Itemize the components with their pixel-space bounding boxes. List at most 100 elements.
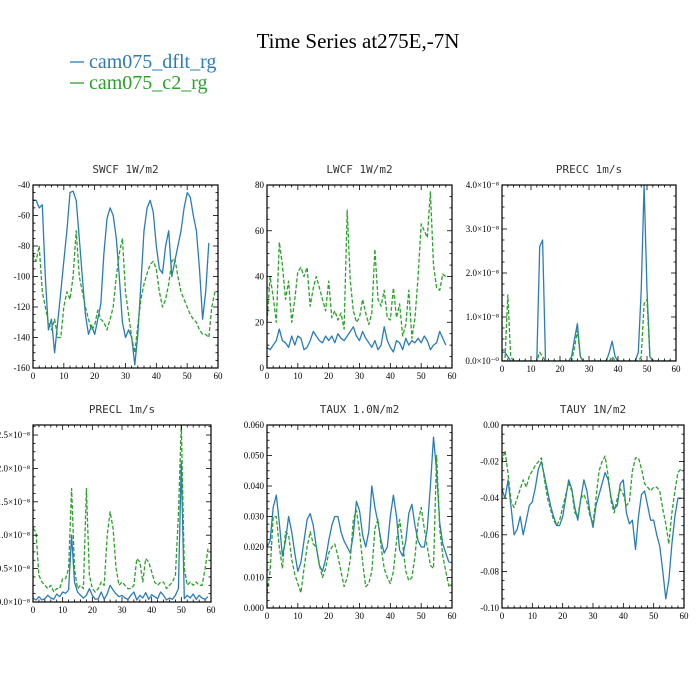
x-tick-label: 10 [59, 371, 69, 381]
legend-label-0: cam075_dflt_rg [89, 51, 216, 73]
y-tick-label: 0.050 [244, 451, 265, 461]
x-tick-label: 0 [31, 605, 36, 615]
x-tick-label: 60 [448, 611, 458, 621]
y-tick-label: 0.5×10⁻⁸ [0, 564, 30, 574]
x-tick-label: 50 [643, 364, 653, 374]
y-tick-label: -0.10 [480, 603, 499, 613]
legend-label-1: cam075_c2_rg [89, 72, 208, 94]
plot-frame [32, 184, 219, 369]
y-tick-label: -120 [14, 302, 31, 312]
series-line-c2 [33, 230, 216, 354]
series-line-dflt [267, 436, 450, 573]
x-tick-label: 40 [152, 371, 162, 381]
x-tick-label: 30 [118, 605, 128, 615]
panel-title: LWCF 1W/m2 [326, 163, 392, 176]
series-line-c2 [502, 449, 682, 545]
x-tick-label: 10 [528, 611, 538, 621]
y-tick-label: -60 [18, 211, 30, 221]
y-tick-label: -0.08 [480, 566, 499, 576]
y-tick-label: 3.0×10⁻⁸ [466, 224, 499, 234]
y-tick-label: -0.04 [480, 493, 499, 503]
series-line-dflt [33, 190, 210, 366]
x-tick-label: 60 [448, 371, 458, 381]
x-tick-label: 50 [649, 611, 659, 621]
x-tick-label: 20 [556, 364, 566, 374]
series-line-c2 [502, 294, 676, 361]
x-tick-label: 0 [31, 371, 36, 381]
plot-frame [501, 184, 677, 362]
y-tick-label: 4.0×10⁻⁸ [466, 180, 499, 190]
y-tick-label: 1.0×10⁻⁸ [0, 530, 30, 540]
x-tick-label: 20 [558, 611, 568, 621]
y-tick-label: 60 [255, 226, 265, 236]
x-tick-label: 50 [417, 611, 427, 621]
y-tick-label: -40 [18, 180, 30, 190]
series-line-dflt [502, 460, 681, 600]
series-line-c2 [267, 191, 447, 339]
panels: SWCF 1W/m2 0 10 20 30 40 50 60 -160 -140 -120 -100 -… [0, 163, 689, 621]
y-tick-label: -80 [18, 241, 30, 251]
series-line-c2 [267, 454, 450, 594]
x-tick-label: 0 [265, 611, 270, 621]
x-tick-label: 60 [207, 605, 217, 615]
y-tick-label: 0.010 [244, 573, 265, 583]
x-tick-label: 60 [214, 371, 224, 381]
x-tick-label: 60 [672, 364, 682, 374]
panel-title: SWCF 1W/m2 [92, 163, 158, 176]
x-tick-label: 30 [355, 371, 365, 381]
x-tick-label: 30 [121, 371, 131, 381]
x-tick-label: 10 [527, 364, 537, 374]
x-tick-label: 40 [386, 611, 396, 621]
x-tick-label: 20 [324, 611, 334, 621]
y-tick-label: 0 [260, 363, 265, 373]
plot-frame [266, 424, 453, 609]
panel-2: PRECC 1m/s 0 10 20 30 40 50 60 0.0×10⁻⁰ 1.0×10⁻⁸ 2… [465, 163, 681, 374]
x-tick-label: 20 [88, 605, 98, 615]
y-tick-label: 0.0×10⁻⁸ [0, 597, 30, 607]
x-tick-label: 20 [90, 371, 100, 381]
x-tick-label: 50 [183, 371, 193, 381]
x-tick-label: 60 [680, 611, 690, 621]
x-tick-label: 10 [293, 611, 303, 621]
y-tick-label: 1.5×10⁻⁸ [0, 497, 30, 507]
y-tick-label: 40 [255, 272, 265, 282]
x-tick-label: 40 [147, 605, 157, 615]
series-line-c2 [33, 425, 209, 593]
x-tick-label: 30 [589, 611, 599, 621]
y-tick-label: 0.00 [483, 420, 499, 430]
y-tick-label: -100 [14, 272, 31, 282]
y-tick-label: -0.06 [480, 530, 499, 540]
y-tick-label: 1.0×10⁻⁸ [466, 312, 499, 322]
panel-5: TAUY 1N/m2 0 10 20 30 40 50 60 -0.10 -0.08 -0.06 -0… [480, 403, 689, 621]
x-tick-label: 0 [500, 611, 505, 621]
y-tick-label: 2.0×10⁻⁸ [466, 268, 499, 278]
y-tick-label: -160 [14, 363, 31, 373]
x-tick-label: 40 [614, 364, 624, 374]
panel-4: TAUX 1.0N/m2 0 10 20 30 40 50 60 0.000 0.010 0.020… [244, 403, 457, 621]
x-tick-label: 50 [417, 371, 427, 381]
x-tick-label: 0 [265, 371, 270, 381]
panel-title: TAUX 1.0N/m2 [320, 403, 399, 416]
panel-title: TAUY 1N/m2 [560, 403, 626, 416]
x-tick-label: 10 [58, 605, 68, 615]
panel-title: PRECC 1m/s [556, 163, 622, 176]
y-tick-label: 0.020 [244, 542, 265, 552]
y-tick-label: 0.000 [244, 603, 265, 613]
y-tick-label: 2.0×10⁻⁸ [0, 463, 30, 473]
x-tick-label: 40 [386, 371, 396, 381]
x-tick-label: 30 [355, 611, 365, 621]
series-line-dflt [33, 461, 209, 601]
x-tick-label: 50 [177, 605, 187, 615]
y-tick-label: 0.040 [244, 481, 265, 491]
x-tick-label: 0 [500, 364, 505, 374]
x-tick-label: 30 [585, 364, 595, 374]
y-tick-label: -0.02 [480, 457, 499, 467]
y-tick-label: 0.030 [244, 512, 265, 522]
x-tick-label: 20 [324, 371, 334, 381]
x-tick-label: 40 [619, 611, 629, 621]
panel-1: LWCF 1W/m2 0 10 20 30 40 50 60 0 20 40 60 80 [255, 163, 457, 381]
y-tick-label: 2.5×10⁻⁸ [0, 430, 30, 440]
series-line-dflt [267, 326, 447, 353]
figure-title: Time Series at275E,-7N [257, 29, 460, 53]
